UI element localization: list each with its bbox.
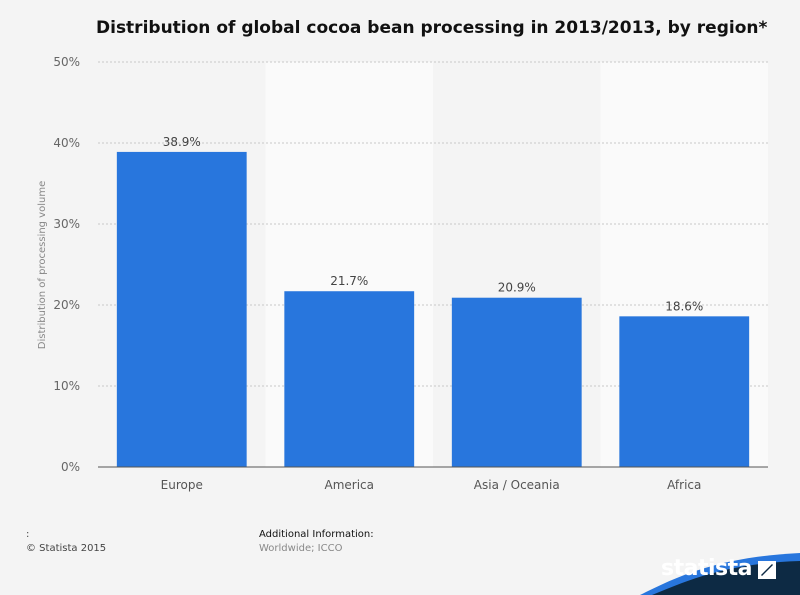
additional-info-label: Additional Information: (259, 529, 374, 540)
y-tick-label: 40% (53, 136, 80, 150)
data-label: 21.7% (330, 274, 368, 288)
category-label: Asia / Oceania (474, 478, 560, 492)
statista-logo-text[interactable]: statista (661, 556, 752, 581)
data-label: 20.9% (498, 281, 536, 295)
copyright-text[interactable]: © Statista 2015 (26, 543, 107, 554)
additional-info-value: Worldwide; ICCO (259, 543, 343, 554)
statista-logo-mark-icon (758, 561, 776, 579)
category-label: Europe (161, 478, 203, 492)
category-label: Africa (667, 478, 701, 492)
category-labels: Europe America Asia / Oceania Africa (161, 478, 702, 492)
additional-information: Additional Information: Worldwide; ICCO (259, 528, 374, 556)
bar-chart: 0% 10% 20% 30% 40% 50% 38.9% 21.7% 20.9% 18.6% E… (37, 55, 768, 492)
value-labels: 38.9% 21.7% 20.9% 18.6% (163, 135, 704, 313)
bar[interactable] (619, 316, 750, 467)
footer-source: : © Statista 2015 (26, 528, 106, 556)
data-label: 18.6% (665, 299, 703, 313)
data-label: 38.9% (163, 135, 201, 149)
footer-colon: : (26, 529, 30, 540)
bar[interactable] (284, 291, 415, 467)
bar[interactable] (116, 151, 247, 467)
bars (116, 151, 750, 467)
y-tick-label: 30% (53, 217, 80, 231)
y-axis-ticks: 0% 10% 20% 30% 40% 50% (53, 55, 80, 474)
category-label: America (325, 478, 375, 492)
y-tick-label: 20% (53, 298, 80, 312)
y-tick-label: 10% (53, 379, 80, 393)
bar[interactable] (451, 297, 582, 467)
y-tick-label: 50% (53, 55, 80, 69)
chart-title: Distribution of global cocoa bean proces… (96, 18, 768, 38)
y-tick-label: 0% (61, 460, 80, 474)
y-axis-label: Distribution of processing volume (37, 181, 48, 349)
